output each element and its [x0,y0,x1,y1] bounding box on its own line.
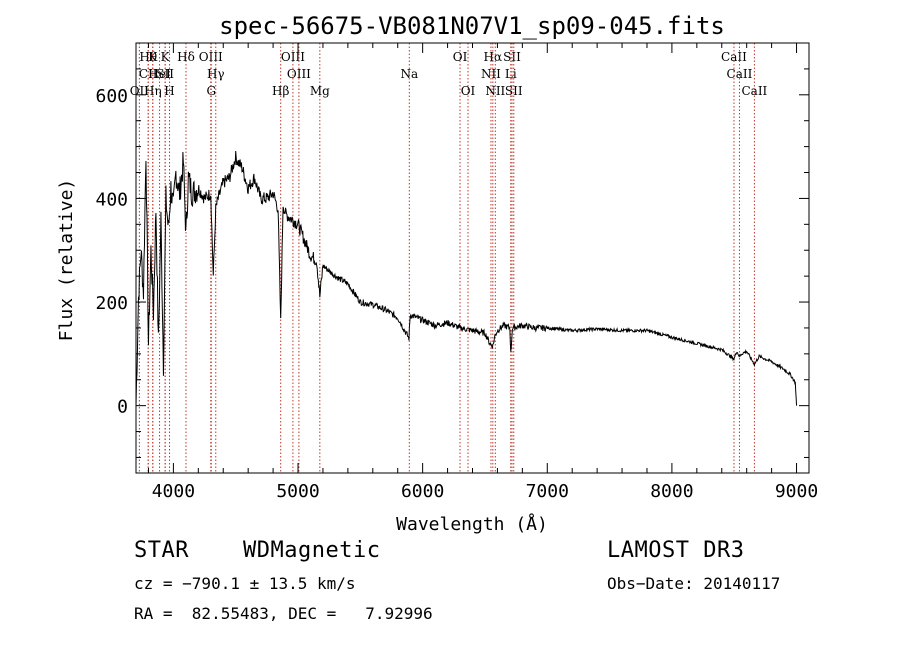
line-label-9: Hδ [177,50,195,64]
line-label-16: Mg [310,84,330,98]
observation-date: Obs−Date: 20140117 [607,574,781,593]
line-label-5: HeI [148,67,171,81]
y-tick-label-200: 200 [95,293,128,314]
line-label-11: Hγ [207,67,225,81]
chart-title: spec-56675-VB081N07V1_sp09-045.fits [219,12,725,40]
line-label-27: CaII [727,67,753,81]
line-label-20: Hα [484,50,503,64]
line-label-18: OI [453,50,468,64]
line-label-22: NII [485,84,505,98]
line-label-26: CaII [721,50,747,64]
x-tick-label-9000: 9000 [775,481,818,502]
y-tick-label-600: 600 [95,86,128,107]
x-tick-label-8000: 8000 [650,481,693,502]
line-label-14: OIII [281,50,305,64]
line-label-25: SII [505,84,523,98]
line-label-19: OI [461,84,476,98]
x-tick-label-4000: 4000 [152,481,195,502]
y-tick-label-400: 400 [95,189,128,210]
line-label-23: SII [503,50,521,64]
survey-name: LAMOST DR3 [607,538,745,563]
object-class: STAR [134,538,189,563]
redshift-velocity: cz = −790.1 ± 13.5 km/s [134,574,356,593]
line-label-24: Li [505,67,517,81]
line-label-8: H [164,84,174,98]
line-label-6: K [161,50,171,64]
x-axis-label: Wavelength (Å) [396,513,548,535]
line-label-17: Na [400,67,418,81]
x-tick-label-5000: 5000 [276,481,319,502]
object-subclass: WDMagnetic [243,538,381,563]
line-label-21: NII [481,67,501,81]
spectrum-line [135,150,798,406]
x-tick-label-7000: 7000 [526,481,569,502]
line-label-28: CaII [741,84,767,98]
coordinates: RA = 82.55483, DEC = 7.92996 [134,604,433,623]
line-label-12: G [206,84,216,98]
y-axis-label: Flux (relative) [56,179,77,342]
line-label-4: Hη [144,84,162,98]
line-label-1: CII [139,67,158,81]
line-label-13: Hβ [272,84,289,98]
y-tick-label-0: 0 [117,397,128,418]
plot-frame [135,42,810,474]
line-label-15: OIII [287,67,311,81]
x-tick-label-6000: 6000 [401,481,444,502]
line-label-7: SII [156,67,174,81]
